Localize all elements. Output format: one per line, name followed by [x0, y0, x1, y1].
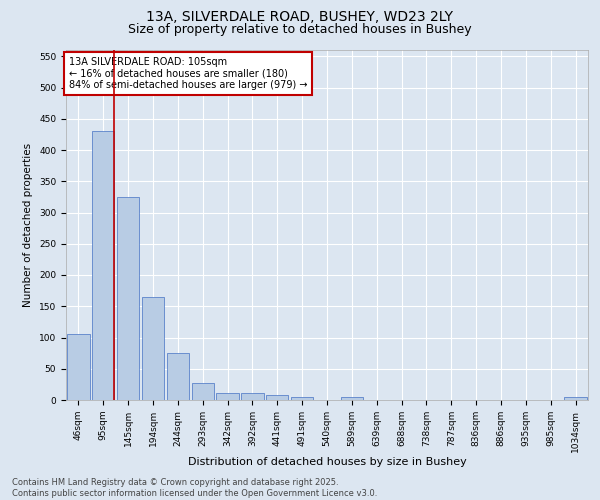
Bar: [565, 397, 587, 400]
Y-axis label: Number of detached properties: Number of detached properties: [23, 143, 34, 307]
Text: 13A, SILVERDALE ROAD, BUSHEY, WD23 2LY: 13A, SILVERDALE ROAD, BUSHEY, WD23 2LY: [146, 10, 454, 24]
Text: 13A SILVERDALE ROAD: 105sqm
← 16% of detached houses are smaller (180)
84% of se: 13A SILVERDALE ROAD: 105sqm ← 16% of det…: [68, 57, 307, 90]
Bar: [92, 132, 115, 400]
Bar: [217, 392, 239, 400]
Bar: [117, 197, 139, 400]
Bar: [67, 334, 89, 400]
Text: Size of property relative to detached houses in Bushey: Size of property relative to detached ho…: [128, 22, 472, 36]
Bar: [341, 397, 363, 400]
Bar: [142, 297, 164, 400]
Bar: [167, 353, 189, 400]
Bar: [191, 383, 214, 400]
Bar: [291, 397, 313, 400]
Bar: [241, 392, 263, 400]
Bar: [266, 395, 289, 400]
X-axis label: Distribution of detached houses by size in Bushey: Distribution of detached houses by size …: [188, 458, 466, 468]
Text: Contains HM Land Registry data © Crown copyright and database right 2025.
Contai: Contains HM Land Registry data © Crown c…: [12, 478, 377, 498]
